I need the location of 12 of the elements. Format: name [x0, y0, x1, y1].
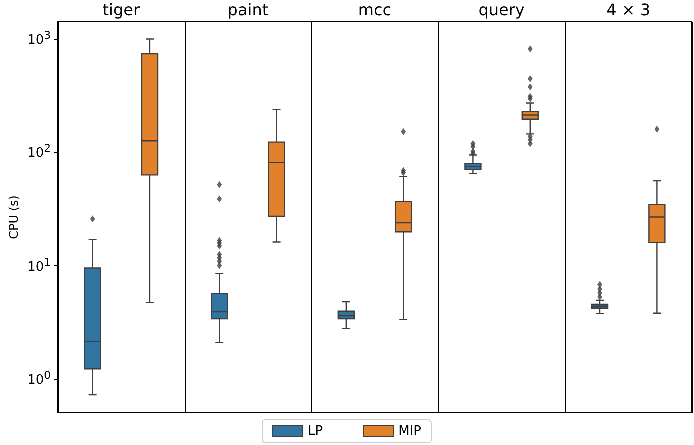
x-tick-label: mcc: [358, 0, 392, 20]
y-tick-label: 10$^{1}$: [28, 256, 51, 275]
legend-label: MIP: [398, 424, 422, 439]
x-tick-label: tiger: [102, 0, 140, 20]
legend-label: LP: [308, 424, 324, 439]
x-tick-label: 4 × 3: [606, 0, 651, 20]
y-axis-title: CPU (s): [7, 196, 21, 240]
x-tick-label: query: [478, 0, 525, 20]
x-tick-label: paint: [228, 0, 269, 20]
y-tick-label: 10$^{3}$: [28, 29, 51, 48]
y-tick-label: 10$^{2}$: [28, 142, 51, 162]
y-tick-label: 10$^{0}$: [28, 368, 51, 388]
